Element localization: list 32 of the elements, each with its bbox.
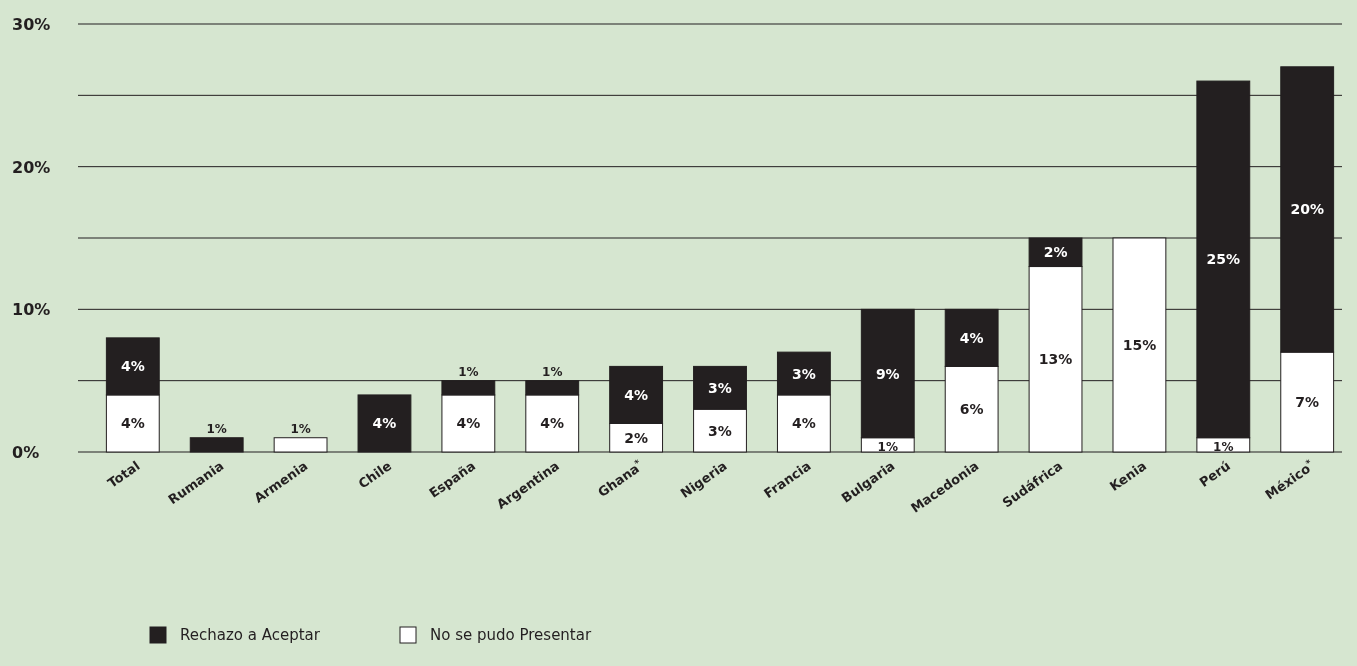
data-label: 2%	[1043, 244, 1068, 261]
data-label: 1%	[1213, 440, 1234, 454]
data-label: 1%	[458, 364, 479, 379]
data-label: 25%	[1206, 251, 1241, 268]
data-label: 7%	[1295, 394, 1320, 411]
data-label: 4%	[540, 415, 565, 432]
data-label: 4%	[959, 329, 984, 346]
data-label: 1%	[206, 421, 227, 436]
data-label: 2%	[624, 429, 649, 446]
data-label: 4%	[372, 415, 397, 432]
data-label: 4%	[624, 386, 649, 403]
data-label: 1%	[877, 440, 898, 454]
data-label: 15%	[1122, 337, 1157, 353]
legend-label: Rechazo a Aceptar	[180, 626, 321, 644]
data-label: 20%	[1290, 201, 1324, 218]
data-label: 3%	[708, 379, 732, 396]
data-label: 4%	[120, 415, 145, 432]
y-tick-label: 20%	[12, 157, 51, 177]
data-label: 3%	[791, 365, 816, 382]
legend-label: No se pudo Presentar	[430, 626, 592, 644]
data-label: 1%	[542, 364, 563, 379]
data-label: 6%	[959, 401, 984, 418]
data-label: 1%	[290, 421, 311, 436]
data-label: 4%	[120, 358, 145, 375]
y-tick-label: 10%	[12, 300, 51, 320]
data-label: 9%	[875, 365, 900, 382]
y-tick-label: 30%	[12, 15, 51, 34]
data-label: 13%	[1038, 351, 1073, 368]
data-label: 3%	[708, 422, 732, 439]
y-tick-label: 0%	[12, 443, 40, 462]
data-label: 4%	[791, 415, 816, 432]
data-label: 4%	[456, 415, 481, 432]
